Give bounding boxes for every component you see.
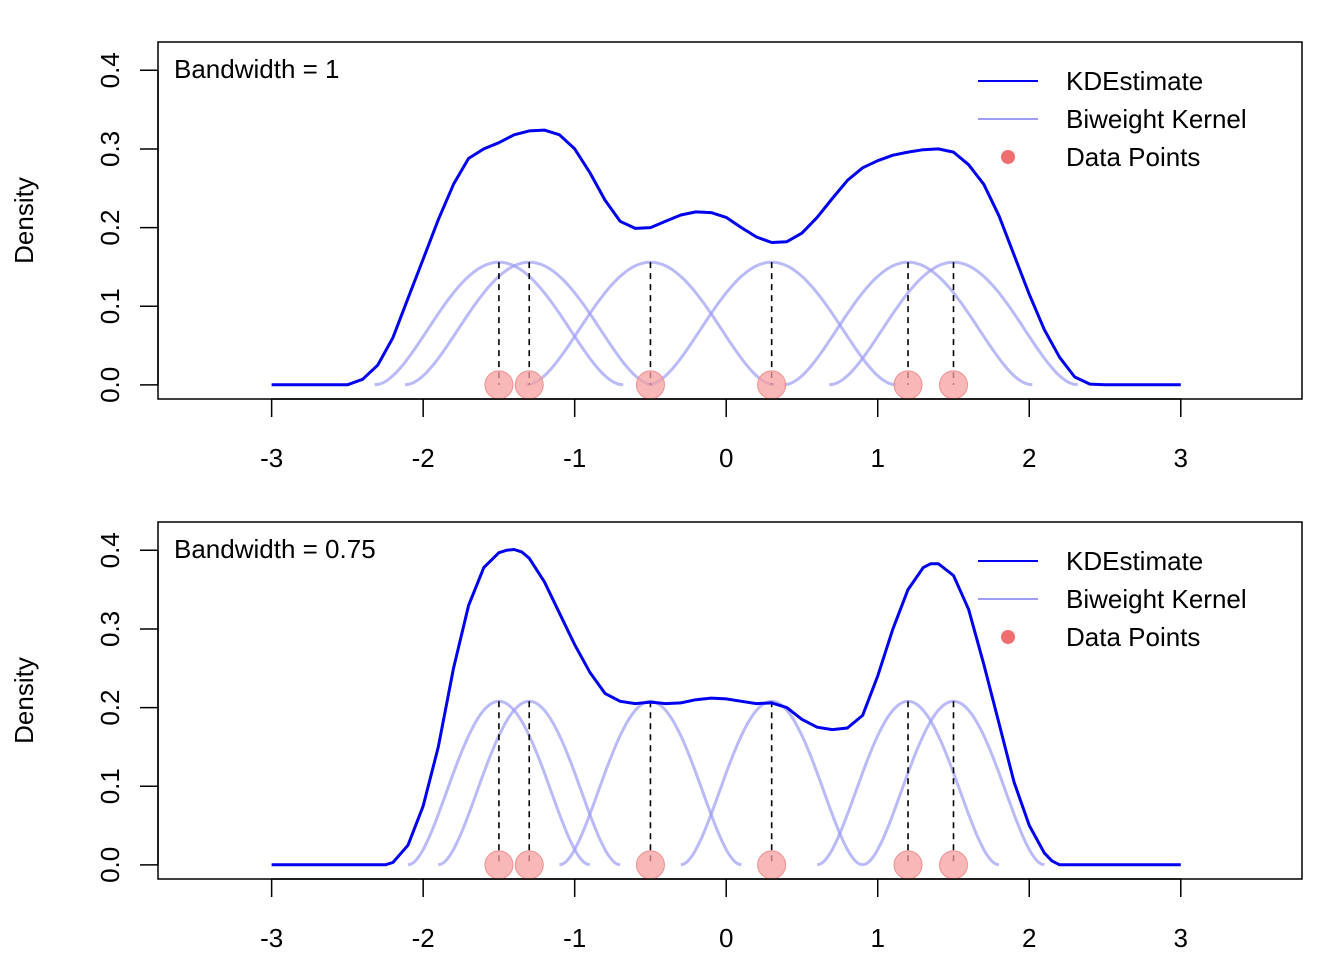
data-point-marker [514, 370, 544, 400]
y-axis: 0.0 0.1 0.2 0.3 0.4 [95, 52, 159, 403]
y-tick-label: 0.3 [95, 131, 125, 167]
kde-panel-bandwidth-0.75: -3 -2 -1 0 1 2 3 0.0 0.1 0.2 0.3 0.4 Density Bandw… [9, 521, 1303, 953]
x-tick-label: 2 [1022, 443, 1036, 473]
legend-kde-label: KDEstimate [1066, 546, 1203, 576]
x-tick-label: -1 [563, 923, 586, 953]
data-point-marker [484, 370, 514, 400]
y-axis-label: Density [9, 177, 39, 264]
y-tick-label: 0.0 [95, 847, 125, 883]
x-tick-label: 1 [871, 923, 885, 953]
data-point-markers [484, 701, 968, 880]
x-axis: -3 -2 -1 0 1 2 3 [260, 398, 1188, 473]
legend-data-points-label: Data Points [1066, 142, 1200, 172]
y-tick-label: 0.4 [95, 52, 125, 88]
legend: KDEstimate Biweight Kernel Data Points [978, 546, 1247, 652]
y-tick-label: 0.4 [95, 532, 125, 568]
x-tick-label: -3 [260, 443, 283, 473]
data-point-markers [484, 262, 968, 400]
biweight-kernel-curves [407, 699, 1045, 867]
legend-data-point-swatch [1001, 630, 1015, 644]
x-tick-label: 1 [871, 443, 885, 473]
legend-data-points-label: Data Points [1066, 622, 1200, 652]
x-tick-label: 0 [719, 923, 733, 953]
legend-kernel-label: Biweight Kernel [1066, 104, 1247, 134]
y-tick-label: 0.0 [95, 367, 125, 403]
y-axis: 0.0 0.1 0.2 0.3 0.4 [95, 532, 159, 883]
kde-estimate-line [271, 128, 1181, 387]
y-tick-label: 0.1 [95, 768, 125, 804]
data-point-marker [893, 850, 923, 880]
x-tick-label: -2 [412, 443, 435, 473]
y-axis-label: Density [9, 657, 39, 744]
x-tick-label: 3 [1174, 443, 1188, 473]
bandwidth-annotation: Bandwidth = 0.75 [174, 534, 376, 564]
y-tick-label: 0.2 [95, 209, 125, 245]
data-point-marker [757, 370, 787, 400]
y-tick-label: 0.1 [95, 288, 125, 324]
data-point-marker [938, 850, 968, 880]
kde-panel-bandwidth-1: -3 -2 -1 0 1 2 3 0.0 0.1 0.2 0.3 0.4 Density Bandw… [9, 41, 1303, 473]
data-point-marker [757, 850, 787, 880]
legend-data-point-swatch [1001, 150, 1015, 164]
biweight-kernel-curves [374, 260, 1078, 387]
x-tick-label: 3 [1174, 923, 1188, 953]
x-tick-label: -3 [260, 923, 283, 953]
legend-kernel-label: Biweight Kernel [1066, 584, 1247, 614]
x-tick-label: 0 [719, 443, 733, 473]
x-tick-label: -2 [412, 923, 435, 953]
kde-estimate-line [271, 548, 1181, 867]
bandwidth-annotation: Bandwidth = 1 [174, 54, 340, 84]
x-tick-label: -1 [563, 443, 586, 473]
data-point-marker [484, 850, 514, 880]
x-axis: -3 -2 -1 0 1 2 3 [260, 878, 1188, 953]
x-tick-label: 2 [1022, 923, 1036, 953]
data-point-marker [893, 370, 923, 400]
y-tick-label: 0.3 [95, 611, 125, 647]
data-point-marker [514, 850, 544, 880]
data-point-marker [635, 370, 665, 400]
data-point-marker [635, 850, 665, 880]
legend-kde-label: KDEstimate [1066, 66, 1203, 96]
y-tick-label: 0.2 [95, 689, 125, 725]
legend: KDEstimate Biweight Kernel Data Points [978, 66, 1247, 172]
data-point-marker [938, 370, 968, 400]
